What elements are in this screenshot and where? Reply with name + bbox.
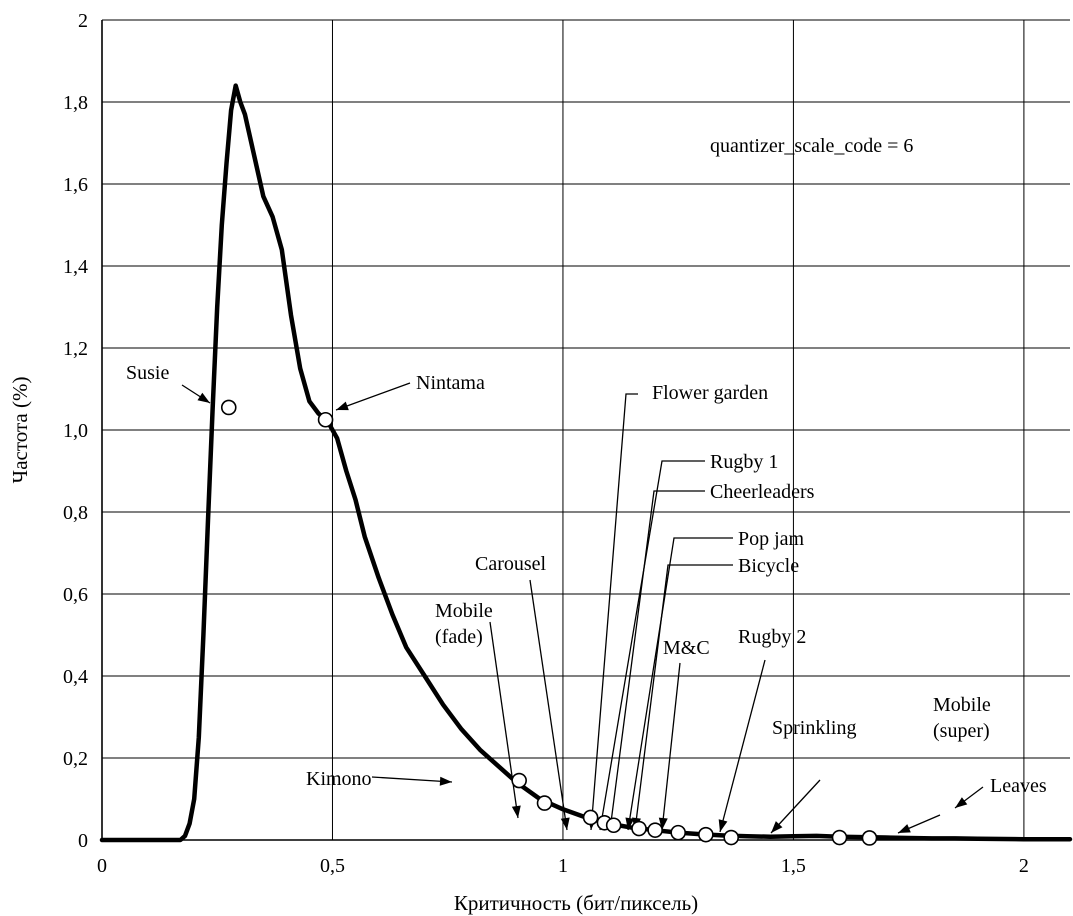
leader-line xyxy=(590,393,638,831)
y-tick-label: 1,2 xyxy=(63,338,88,360)
sequence-label: Sprinkling xyxy=(772,717,856,739)
leader-line xyxy=(599,460,705,831)
leader-line xyxy=(529,579,568,831)
y-tick-label: 0,6 xyxy=(63,584,88,606)
arrowhead xyxy=(511,805,521,818)
y-tick-label: 2 xyxy=(78,10,88,32)
sequence-label: Leaves xyxy=(990,775,1047,797)
x-tick-label: 0 xyxy=(97,855,107,877)
leader-line xyxy=(609,490,705,831)
leader-line xyxy=(634,564,733,831)
sequence-label: Mobile (super) xyxy=(933,694,991,742)
y-axis-title: Частота (%) xyxy=(8,377,32,484)
arrowhead xyxy=(197,392,210,403)
arrowhead xyxy=(658,817,668,830)
arrowhead xyxy=(560,817,570,830)
quantizer-annotation: quantizer_scale_code = 6 xyxy=(710,135,913,157)
leader-line xyxy=(371,776,453,783)
sequence-marker xyxy=(670,824,686,841)
leader-line xyxy=(719,659,766,833)
leader-line xyxy=(770,779,821,834)
annotation-arrows xyxy=(181,382,984,834)
sequence-markers xyxy=(220,399,878,846)
sequence-marker xyxy=(536,795,553,811)
x-tick-label: 1,5 xyxy=(781,855,806,877)
sequence-label: Pop jam xyxy=(738,528,805,550)
sequence-label: Susie xyxy=(126,362,169,384)
sequence-label: Kimono xyxy=(306,768,372,790)
frequency-curve xyxy=(99,83,1073,843)
sequence-label: M&C xyxy=(663,637,710,659)
arrowhead xyxy=(955,797,968,808)
leader-line xyxy=(661,662,681,831)
grid-lines xyxy=(102,20,1070,840)
x-tick-label: 1 xyxy=(558,855,568,877)
sequence-label: Flower garden xyxy=(652,382,768,404)
sequence-marker xyxy=(631,820,647,837)
sequence-marker xyxy=(723,829,740,846)
sequence-marker xyxy=(582,809,599,826)
y-tick-label: 1,0 xyxy=(63,420,88,442)
y-tick-label: 0 xyxy=(78,830,88,852)
sequence-label: Nintama xyxy=(416,372,485,394)
x-tick-label: 0,5 xyxy=(320,855,345,877)
leader-line xyxy=(627,537,733,831)
sequence-label: Bicycle xyxy=(738,555,799,577)
leader-line xyxy=(335,382,411,411)
sequence-label: Rugby 1 xyxy=(710,451,778,473)
sequence-labels: Susie Nintama Kimono Mobile (fade) Carousel Fl… xyxy=(126,362,1047,797)
sequence-marker xyxy=(698,826,714,843)
sequence-label: Mobile (fade) xyxy=(435,600,493,648)
sequence-label: Cheerleaders xyxy=(710,481,815,503)
y-tick-label: 1,6 xyxy=(63,174,88,196)
sequence-marker xyxy=(511,772,527,789)
y-tick-label: 0,2 xyxy=(63,748,88,770)
sequence-marker xyxy=(317,411,334,428)
y-tick-label: 1,4 xyxy=(63,256,88,278)
arrowhead xyxy=(439,776,452,786)
y-tick-label: 1,8 xyxy=(63,92,88,114)
sequence-marker xyxy=(220,399,237,416)
x-tick-label: 2 xyxy=(1019,855,1029,877)
tick-labels: 0 0,2 0,4 0,6 0,8 1,0 1,2 1,4 1,6 1,8 2 0 0,5 1 1,5 2 xyxy=(63,10,1029,877)
arrowhead xyxy=(625,817,635,830)
leader-line xyxy=(489,621,519,819)
arrowhead xyxy=(336,401,349,411)
arrowhead xyxy=(898,824,911,833)
sequence-marker xyxy=(647,822,663,838)
y-tick-label: 0,4 xyxy=(63,666,88,688)
arrowhead xyxy=(771,821,783,833)
y-tick-label: 0,8 xyxy=(63,502,88,524)
sequence-marker xyxy=(861,830,878,846)
x-axis-title: Критичность (бит/пиксель) xyxy=(454,891,698,915)
sequence-marker xyxy=(831,829,848,846)
sequence-marker xyxy=(605,817,622,834)
sequence-label: Carousel xyxy=(475,553,547,575)
arrowhead xyxy=(718,819,728,832)
sequence-label: Rugby 2 xyxy=(738,626,806,648)
